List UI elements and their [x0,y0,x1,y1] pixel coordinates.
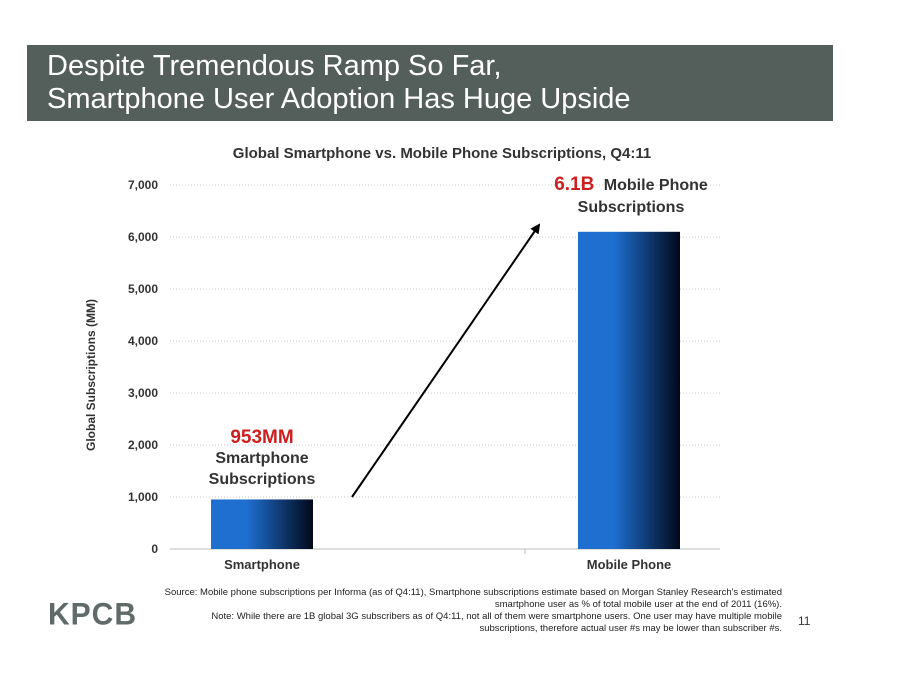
mobile-annotation-line1-group: 6.1B Mobile Phone [554,174,708,195]
mobile-annotation-line1: Mobile Phone [604,177,708,194]
chart-title: Global Smartphone vs. Mobile Phone Subsc… [233,145,651,162]
y-tick-label: 7,000 [128,178,158,192]
y-axis-label: Global Subscriptions (MM) [84,299,98,451]
slide-title-line-2: Smartphone User Adoption Has Huge Upside [47,83,631,115]
x-category-label: Smartphone [224,557,300,572]
trend-arrow [351,223,541,498]
x-category-label: Mobile Phone [587,557,672,572]
note-text: Note: While there are 1B global 3G subsc… [211,611,782,634]
mobile-annotation-line2: Subscriptions [578,199,685,216]
bar-smartphone [211,499,313,549]
title-bar: Despite Tremendous Ramp So Far, Smartpho… [27,45,833,121]
mobile-value-annotation: 6.1B [554,174,594,195]
y-tick-label: 1,000 [128,490,158,504]
y-tick-label: 6,000 [128,230,158,244]
y-tick-label: 4,000 [128,334,158,348]
page-number: 11 [798,614,811,628]
y-tick-label: 2,000 [128,438,158,452]
y-tick-label: 3,000 [128,386,158,400]
source-text: Source: Mobile phone subscriptions per I… [164,587,782,610]
slide-title-line-1: Despite Tremendous Ramp So Far, [47,50,502,82]
smartphone-annotation-line1: Smartphone [215,450,308,467]
smartphone-annotation-line2: Subscriptions [209,471,316,488]
smartphone-value-annotation: 953MM [230,427,293,448]
kpcb-logo: KPCB [48,597,138,632]
bar-mobile-phone [578,231,680,550]
y-tick-label: 5,000 [128,282,158,296]
y-tick-label: 0 [151,542,158,556]
source-notes: Source: Mobile phone subscriptions per I… [160,587,782,635]
